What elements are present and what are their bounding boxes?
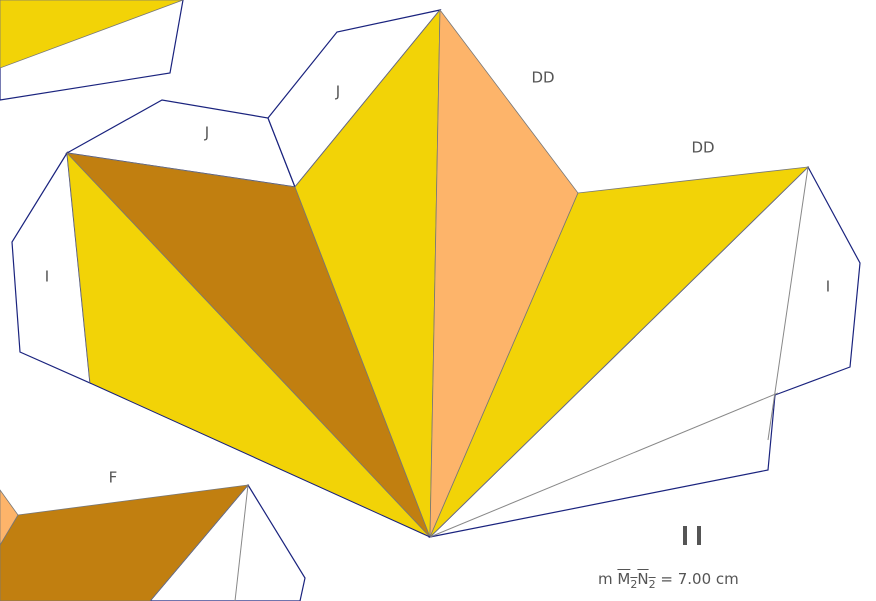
face [0, 489, 19, 546]
pause-button[interactable] [683, 526, 701, 545]
face-label: F [109, 469, 118, 487]
face-label: I [45, 268, 49, 286]
prefix: m [598, 570, 613, 588]
face-label: DD [691, 139, 714, 157]
segment: M2N2 [617, 570, 656, 591]
face-label: DD [531, 69, 554, 87]
face [0, 0, 184, 69]
face-label: J [335, 83, 340, 101]
point: M [617, 570, 631, 588]
subscript: 2 [630, 578, 638, 591]
face-label: J [204, 124, 209, 142]
fold-line [429, 392, 779, 538]
point: N [637, 570, 649, 588]
fold-line [234, 484, 249, 601]
face [429, 166, 810, 538]
subscript: 2 [648, 578, 656, 591]
face-label: I [826, 278, 830, 296]
value: = 7.00 cm [660, 570, 739, 588]
edge [89, 382, 431, 538]
measurement: m M2N2 = 7.00 cm [598, 570, 739, 591]
